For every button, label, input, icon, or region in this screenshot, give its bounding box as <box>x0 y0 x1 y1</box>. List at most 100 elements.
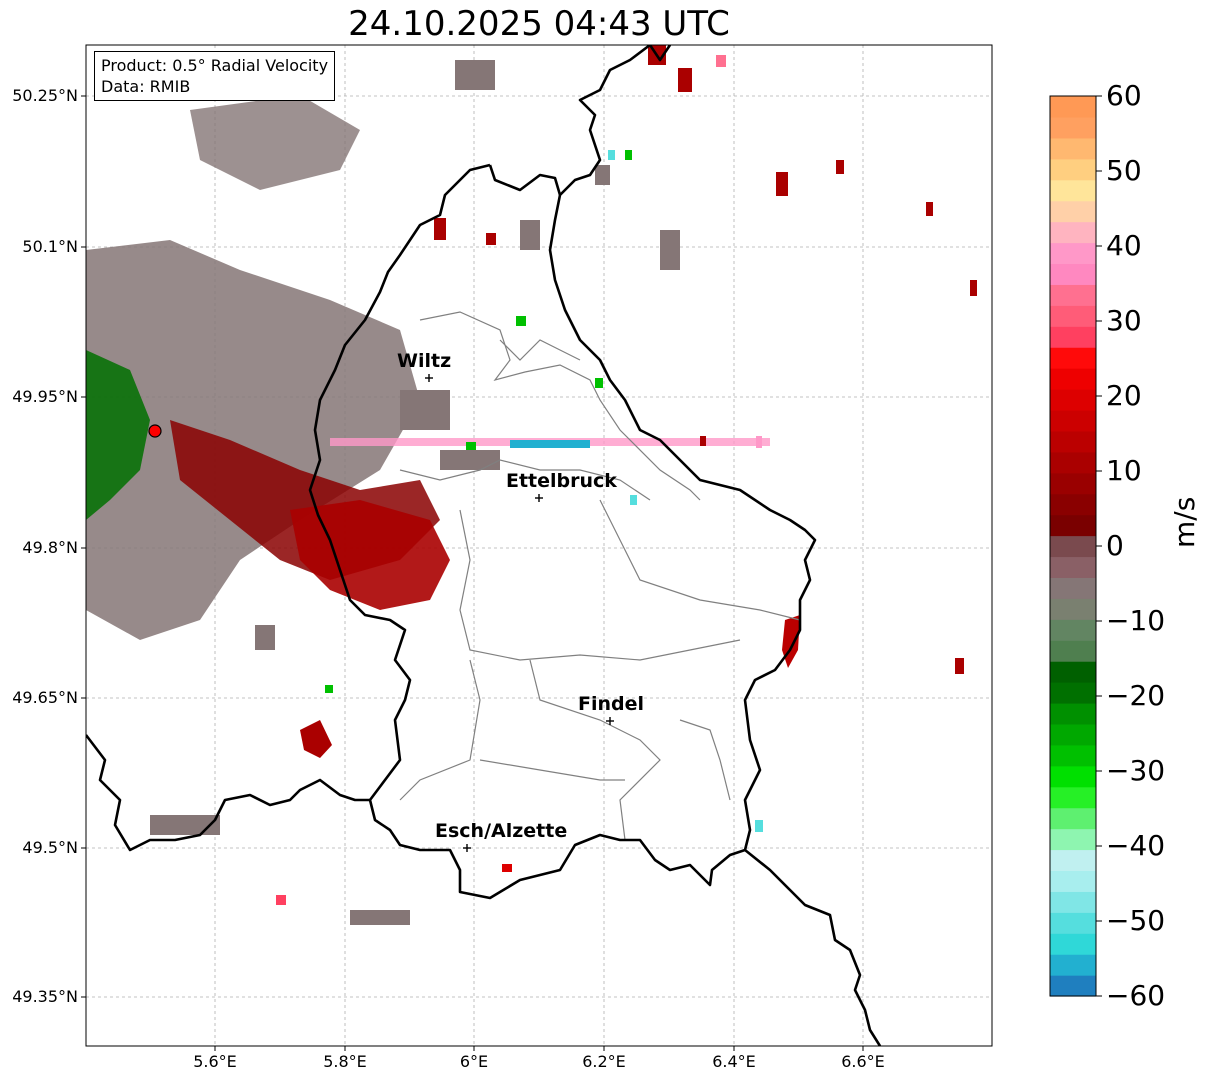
lat-label: 50.1°N <box>22 237 78 256</box>
radar-site-marker <box>148 424 162 438</box>
colorbar-band <box>1050 807 1096 830</box>
colorbar-tick-label: −10 <box>1106 604 1166 637</box>
border-germany-east <box>648 45 672 62</box>
border-france-belgium <box>86 734 370 852</box>
colorbar-band <box>1050 347 1096 369</box>
canton-borders <box>399 311 801 841</box>
national-borders <box>86 45 882 1046</box>
colorbar-band <box>1050 305 1096 327</box>
colorbar-band <box>1050 96 1096 118</box>
echo-gray-core <box>86 240 420 640</box>
city-label-ettelbruck: Ettelbruck <box>506 470 617 492</box>
colorbar-band <box>1050 849 1096 872</box>
colorbar-band <box>1050 891 1096 913</box>
colorbar-band <box>1050 326 1096 348</box>
colorbar-band <box>1050 221 1096 244</box>
echo-red-patch-3 <box>782 615 800 668</box>
lon-label: 6.2°E <box>582 1052 626 1071</box>
colorbar-unit-label: m/s <box>1168 496 1201 548</box>
colorbar-band <box>1050 765 1096 788</box>
echo-green-west <box>86 350 150 520</box>
colorbar-band <box>1050 661 1096 683</box>
lat-label: 49.5°N <box>22 838 78 857</box>
lat-label: 49.95°N <box>12 387 78 406</box>
colorbar-tick-label: 50 <box>1106 154 1142 187</box>
city-label-esch-alzette: Esch/Alzette <box>435 820 568 842</box>
border-lux-outline <box>308 45 817 900</box>
lat-label: 50.25°N <box>12 86 78 105</box>
colorbar-band <box>1050 598 1096 620</box>
colorbar-tick-label: −50 <box>1106 904 1166 937</box>
colorbar-tick-label: −60 <box>1106 979 1166 1012</box>
colorbar-band <box>1050 744 1096 767</box>
colorbar-band <box>1050 284 1096 306</box>
radar-echo-field <box>86 45 977 925</box>
colorbar-band <box>1050 723 1096 746</box>
colorbar-band <box>1050 200 1096 223</box>
colorbar-tick-label: −20 <box>1106 679 1166 712</box>
colorbar-band <box>1050 702 1096 725</box>
colorbar-band <box>1050 640 1096 662</box>
colorbar-band <box>1050 535 1096 558</box>
echo-red-band <box>290 500 450 610</box>
lon-label: 6°E <box>459 1052 489 1071</box>
city-markers <box>425 374 614 852</box>
colorbar-band <box>1050 556 1096 578</box>
colorbar-band <box>1050 514 1096 537</box>
colorbar-tick-label: −40 <box>1106 829 1166 862</box>
map-title: 24.10.2025 04:43 UTC <box>348 4 730 44</box>
colorbar-band <box>1050 870 1096 892</box>
colorbar-tick-label: 20 <box>1106 379 1142 412</box>
colorbar-band <box>1050 493 1096 516</box>
colorbar-band <box>1050 828 1096 851</box>
colorbar-band <box>1050 116 1096 139</box>
product-info-box: Product: 0.5° Radial Velocity Data: RMIB <box>94 51 336 101</box>
product-label: Product: 0.5° Radial Velocity <box>101 56 329 75</box>
colorbar-band <box>1050 158 1096 181</box>
lon-label: 5.6°E <box>193 1052 237 1071</box>
data-source-label: Data: RMIB <box>101 77 191 96</box>
lon-label: 6.6°E <box>841 1052 885 1071</box>
lon-label: 5.8°E <box>323 1052 367 1071</box>
colorbar-band <box>1050 430 1096 453</box>
lat-label: 49.35°N <box>12 987 78 1006</box>
colorbar-band <box>1050 682 1096 704</box>
colorbar-band <box>1050 577 1096 599</box>
colorbar-band <box>1050 619 1096 641</box>
colorbar-band <box>1050 179 1096 202</box>
colorbar-band <box>1050 912 1096 934</box>
colorbar-band <box>1050 933 1096 955</box>
map-frame <box>85 44 993 1047</box>
colorbar-band <box>1050 137 1096 160</box>
colorbar-band <box>1050 472 1096 495</box>
colorbar-band <box>1050 786 1096 809</box>
colorbar-tick-label: 60 <box>1106 79 1142 112</box>
colorbar-band <box>1050 242 1096 265</box>
colorbar-tick-label: 30 <box>1106 304 1142 337</box>
colorbar-band <box>1050 263 1096 285</box>
colorbar-bands <box>1050 96 1096 997</box>
echo-cyan-line <box>510 440 590 448</box>
colorbar-band <box>1050 368 1096 390</box>
border-germany-france <box>744 848 882 1046</box>
lat-label: 49.65°N <box>12 688 78 707</box>
lat-label: 49.8°N <box>22 538 78 557</box>
colorbar-tick-label: 0 <box>1106 529 1124 562</box>
colorbar-band <box>1050 389 1096 411</box>
border-lux-north <box>488 164 562 196</box>
lon-label: 6.4°E <box>712 1052 756 1071</box>
colorbar-tick-label: −30 <box>1106 754 1166 787</box>
echo-red-patch-2 <box>300 720 332 758</box>
city-label-wiltz: Wiltz <box>397 350 452 372</box>
colorbar-band <box>1050 451 1096 474</box>
axis-ticks <box>81 95 864 1051</box>
colorbar-ticks <box>1096 95 1102 997</box>
colorbar-band <box>1050 409 1096 432</box>
colorbar-tick-label: 10 <box>1106 454 1142 487</box>
echo-gray-north <box>190 95 360 190</box>
colorbar-band <box>1050 975 1096 997</box>
colorbar-tick-label: 40 <box>1106 229 1142 262</box>
colorbar-band <box>1050 954 1096 976</box>
city-label-findel: Findel <box>578 693 645 715</box>
